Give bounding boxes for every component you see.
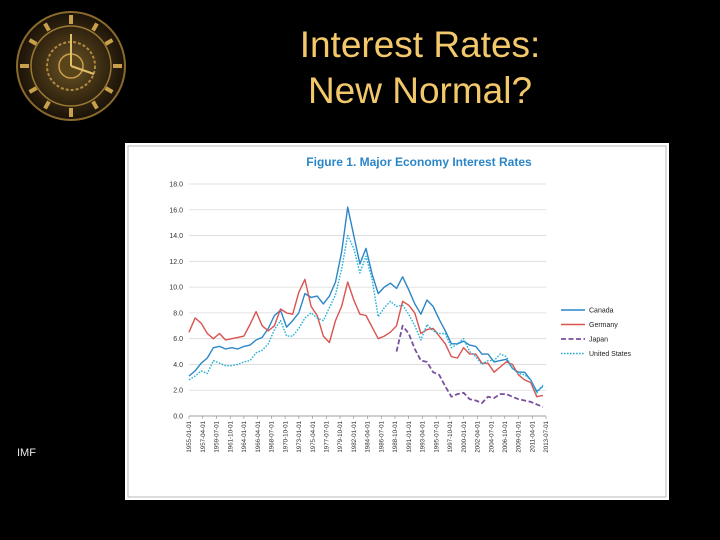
x-tick-label: 1982-01-01 — [351, 420, 358, 452]
series-line-canada — [188, 206, 544, 393]
series — [188, 206, 544, 408]
y-axis-ticks: 0.0 2.0 4.0 6.0 8.0 10.0 12.0 14.0 16.0 18.0 — [169, 182, 183, 421]
x-tick-label: 1968-07-01 — [269, 420, 276, 452]
interest-rate-chart: Figure 1. Major Economy Interest Rates 0… — [127, 145, 667, 498]
x-tick-label: 1955-01-01 — [186, 420, 193, 452]
x-tick-label: 1964-01-01 — [241, 420, 248, 452]
y-tick-label: 6.0 — [173, 336, 183, 343]
y-tick-label: 10.0 — [169, 285, 183, 292]
x-tick-label: 1977-07-01 — [324, 420, 331, 452]
x-tick-label: 1959-07-01 — [214, 420, 221, 452]
x-tick-label: 1986-07-01 — [378, 420, 385, 452]
y-tick-label: 8.0 — [173, 310, 183, 317]
series-line-japan — [395, 324, 544, 408]
x-tick-label: 2013-07-01 — [543, 420, 550, 452]
y-tick-label: 16.0 — [169, 207, 183, 214]
source-label: IMF — [17, 447, 36, 459]
legend-label: Japan — [589, 337, 608, 344]
y-tick-label: 12.0 — [169, 259, 183, 266]
x-tick-label: 1957-04-01 — [200, 420, 207, 452]
x-tick-label: 1984-04-01 — [365, 420, 372, 452]
x-tick-label: 1975-04-01 — [310, 420, 317, 452]
legend-label: United States — [589, 351, 632, 358]
slide-title: Interest Rates: New Normal? — [250, 22, 590, 114]
y-tick-label: 18.0 — [169, 182, 183, 189]
slide-title-line2: New Normal? — [307, 70, 533, 111]
series-line-united-states — [188, 234, 544, 394]
x-tick-label: 1991-01-01 — [406, 420, 413, 452]
x-tick-label: 2011-04-01 — [529, 420, 536, 452]
x-tick-label: 2009-01-01 — [516, 420, 523, 452]
chart-title: Figure 1. Major Economy Interest Rates — [306, 155, 532, 169]
x-tick-label: 1979-10-01 — [337, 420, 344, 452]
x-tick-label: 1988-10-01 — [392, 420, 399, 452]
legend-label: Germany — [589, 322, 618, 329]
slide-title-line1: Interest Rates: — [299, 24, 541, 65]
x-tick-label: 1997-10-01 — [447, 420, 454, 452]
y-tick-label: 14.0 — [169, 233, 183, 240]
x-tick-label: 2002-04-01 — [475, 420, 482, 452]
legend-label: Canada — [589, 308, 614, 315]
x-tick-label: 1973-01-01 — [296, 420, 303, 452]
x-tick-label: 2006-10-01 — [502, 420, 509, 452]
x-tick-label: 1966-04-01 — [255, 420, 262, 452]
x-tick-label: 1995-07-01 — [433, 420, 440, 452]
x-axis-ticks: 1955-01-01 1957-04-01 1959-07-01 1961-10-01… — [186, 416, 550, 453]
legend: Canada Germany Japan United States — [561, 308, 632, 358]
y-tick-label: 2.0 — [173, 388, 183, 395]
y-tick-label: 4.0 — [173, 362, 183, 369]
clock-face-icon — [12, 10, 130, 122]
chart-frame: Figure 1. Major Economy Interest Rates 0… — [125, 143, 669, 500]
x-tick-label: 2000-01-01 — [461, 420, 468, 452]
series-line-germany — [188, 278, 544, 398]
x-tick-label: 2004-07-01 — [488, 420, 495, 452]
y-tick-label: 0.0 — [173, 414, 183, 421]
x-tick-label: 1993-04-01 — [420, 420, 427, 452]
x-tick-label: 1970-10-01 — [282, 420, 289, 452]
x-tick-label: 1961-10-01 — [227, 420, 234, 452]
